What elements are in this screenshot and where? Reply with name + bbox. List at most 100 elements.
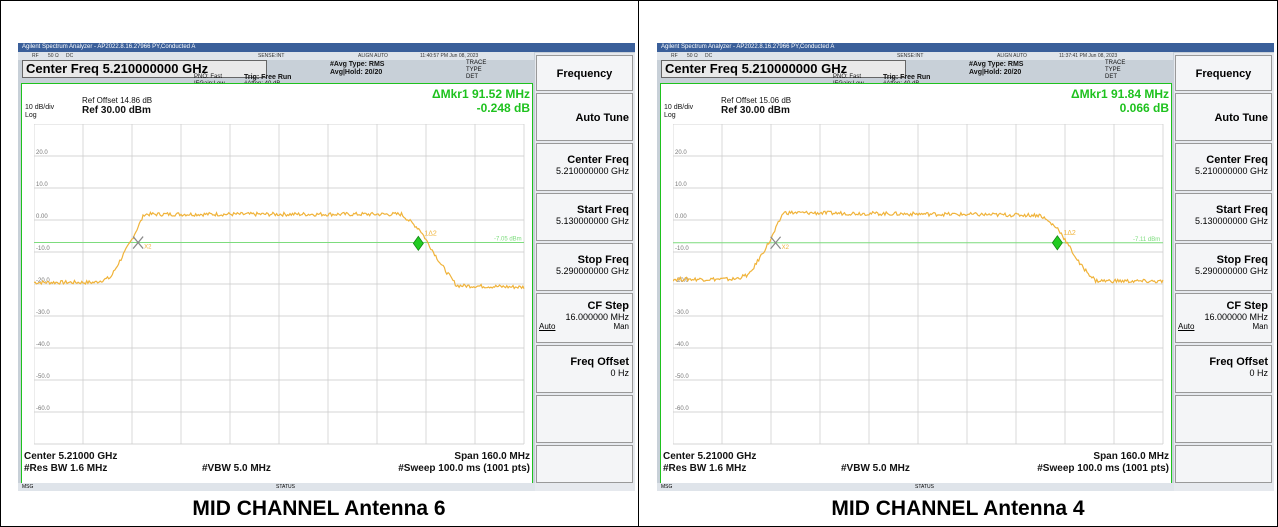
spectrum-plot: 20.010.00.00-10.0-20.0-30.0-40.0-50.0-60…: [34, 124, 525, 445]
trace-label: TRACE: [466, 60, 487, 66]
window-title: Agilent Spectrum Analyzer - AP2022.8.16.…: [657, 43, 1274, 52]
window-title: Agilent Spectrum Analyzer - AP2022.8.16.…: [18, 43, 635, 52]
marker-x2: [770, 236, 782, 250]
center-freq-input[interactable]: Center Freq 5.210000000 GHz: [661, 60, 906, 78]
spectrum-analyzer-window: Agilent Spectrum Analyzer - AP2022.8.16.…: [18, 43, 635, 491]
marker-label-x2: X2: [144, 245, 152, 251]
marker-label-1d2: 1Δ2: [424, 230, 437, 237]
timestamp: 11:40:57 PM Jun 08, 2023: [420, 53, 479, 59]
center-freq-button[interactable]: Center Freq 5.210000000 GHz: [1175, 143, 1272, 191]
trig-label: Trig: Free Run: [883, 74, 931, 81]
sweep: #Sweep 100.0 ms (1001 pts): [398, 463, 530, 474]
y-tick-label: -10.0: [36, 246, 50, 252]
softkey-panel: Frequency Auto Tune Center Freq 5.210000…: [1174, 53, 1274, 491]
y-tick-label: -50.0: [675, 374, 689, 380]
cf-step-man[interactable]: Man: [613, 322, 629, 331]
status-label[interactable]: STATUS: [276, 484, 295, 490]
msg-label: MSG: [661, 484, 673, 490]
sense-label: SENSE:INT: [897, 53, 924, 59]
panel-divider: [638, 0, 639, 527]
msg-label: MSG: [22, 484, 34, 490]
cf-step-button[interactable]: CF Step 16.000000 MHz Auto Man: [536, 293, 633, 343]
freq-offset-button[interactable]: Freq Offset 0 Hz: [1175, 345, 1272, 393]
det-label: DET: [466, 74, 478, 80]
vbw: #VBW 5.0 MHz: [841, 463, 910, 474]
log-label: Log: [25, 112, 37, 119]
sense-label: SENSE:INT: [258, 53, 285, 59]
panel-caption: MID CHANNEL Antenna 4: [831, 497, 1085, 520]
y-tick-label: -30.0: [36, 310, 50, 316]
stop-freq-button[interactable]: Stop Freq 5.290000000 GHz: [1175, 243, 1272, 291]
spectrum-trace: [34, 210, 525, 290]
spectrum-trace: [673, 210, 1164, 285]
frequency-menu-title: Frequency: [536, 55, 633, 91]
softkey-empty-1[interactable]: [536, 395, 633, 443]
y-tick-label: -40.0: [36, 342, 50, 348]
softkey-empty-2[interactable]: [536, 445, 633, 483]
res-bw: #Res BW 1.6 MHz: [663, 463, 747, 474]
start-freq-button[interactable]: Start Freq 5.130000000 GHz: [1175, 193, 1272, 241]
y-tick-label: -30.0: [675, 310, 689, 316]
cf-step-button[interactable]: CF Step 16.000000 MHz Auto Man: [1175, 293, 1272, 343]
coupling-label: DC: [66, 53, 74, 59]
scale-label: 10 dB/div: [25, 104, 55, 111]
panel-caption: MID CHANNEL Antenna 6: [192, 497, 446, 520]
marker-label-x2: X2: [782, 245, 790, 251]
softkey-empty-1[interactable]: [1175, 395, 1272, 443]
status-row: RF 50 Ω DC SENSE:INT ALIGN AUTO 11:40:57…: [18, 52, 534, 60]
ref-level: Ref 30.00 dBm: [82, 105, 151, 116]
avg-hold-label: Avg|Hold: 20/20: [969, 69, 1022, 76]
spectrum-plot: 20.010.00.00-10.0-20.0-30.0-40.0-50.0-60…: [673, 124, 1164, 445]
y-tick-label: 0.00: [675, 214, 687, 220]
status-label[interactable]: STATUS: [915, 484, 934, 490]
trig-label: Trig: Free Run: [244, 74, 292, 81]
impedance-label: 50 Ω: [687, 53, 698, 59]
rf-label: RF: [671, 53, 678, 59]
stop-freq-button[interactable]: Stop Freq 5.290000000 GHz: [536, 243, 633, 291]
marker-value: 0.066 dB: [1119, 101, 1169, 115]
y-tick-label: -10.0: [675, 246, 689, 252]
cf-step-auto[interactable]: Auto: [539, 322, 556, 331]
cf-step-man[interactable]: Man: [1252, 322, 1268, 331]
log-label: Log: [664, 112, 676, 119]
marker-value: -0.248 dB: [476, 101, 530, 115]
center-bottom: Center 5.21000 GHz: [24, 451, 118, 462]
marker-label-1d2: 1Δ2: [1063, 230, 1076, 237]
spectrum-analyzer-window: Agilent Spectrum Analyzer - AP2022.8.16.…: [657, 43, 1274, 491]
span: Span 160.0 MHz: [1093, 451, 1169, 462]
cf-step-auto[interactable]: Auto: [1178, 322, 1195, 331]
threshold-label: -7.11 dBm: [1133, 237, 1160, 243]
y-tick-label: -60.0: [675, 406, 689, 412]
align-label: ALIGN AUTO: [358, 53, 388, 59]
sweep: #Sweep 100.0 ms (1001 pts): [1037, 463, 1169, 474]
align-label: ALIGN AUTO: [997, 53, 1027, 59]
plot-area: 10 dB/div Log Ref Offset 14.86 dB Ref 30…: [21, 83, 533, 491]
center-freq-input[interactable]: Center Freq 5.210000000 GHz: [22, 60, 267, 78]
y-tick-label: -60.0: [36, 406, 50, 412]
frequency-menu-title: Frequency: [1175, 55, 1272, 91]
avg-type-label: #Avg Type: RMS: [330, 61, 385, 68]
freq-offset-button[interactable]: Freq Offset 0 Hz: [536, 345, 633, 393]
avg-type-label: #Avg Type: RMS: [969, 61, 1024, 68]
ref-offset: Ref Offset 15.06 dB: [721, 96, 792, 105]
start-freq-button[interactable]: Start Freq 5.130000000 GHz: [536, 193, 633, 241]
y-tick-label: 0.00: [36, 214, 48, 220]
impedance-label: 50 Ω: [48, 53, 59, 59]
auto-tune-button[interactable]: Auto Tune: [1175, 93, 1272, 141]
auto-tune-button[interactable]: Auto Tune: [536, 93, 633, 141]
pno-label: PNO: Fast: [194, 74, 223, 80]
type-label: TYPE: [1105, 67, 1121, 73]
rf-label: RF: [32, 53, 39, 59]
y-tick-label: -50.0: [36, 374, 50, 380]
pno-label: PNO: Fast: [833, 74, 862, 80]
softkey-empty-2[interactable]: [1175, 445, 1272, 483]
span: Span 160.0 MHz: [454, 451, 530, 462]
panel-right: Agilent Spectrum Analyzer - AP2022.8.16.…: [639, 0, 1277, 527]
center-freq-button[interactable]: Center Freq 5.210000000 GHz: [536, 143, 633, 191]
trace-label: TRACE: [1105, 60, 1126, 66]
scale-label: 10 dB/div: [664, 104, 694, 111]
message-bar: MSG STATUS: [657, 483, 1174, 491]
status-row: RF 50 Ω DC SENSE:INT ALIGN AUTO 11:37:41…: [657, 52, 1173, 60]
ref-level: Ref 30.00 dBm: [721, 105, 790, 116]
marker-delta: ΔMkr1 91.84 MHz: [1071, 87, 1169, 101]
